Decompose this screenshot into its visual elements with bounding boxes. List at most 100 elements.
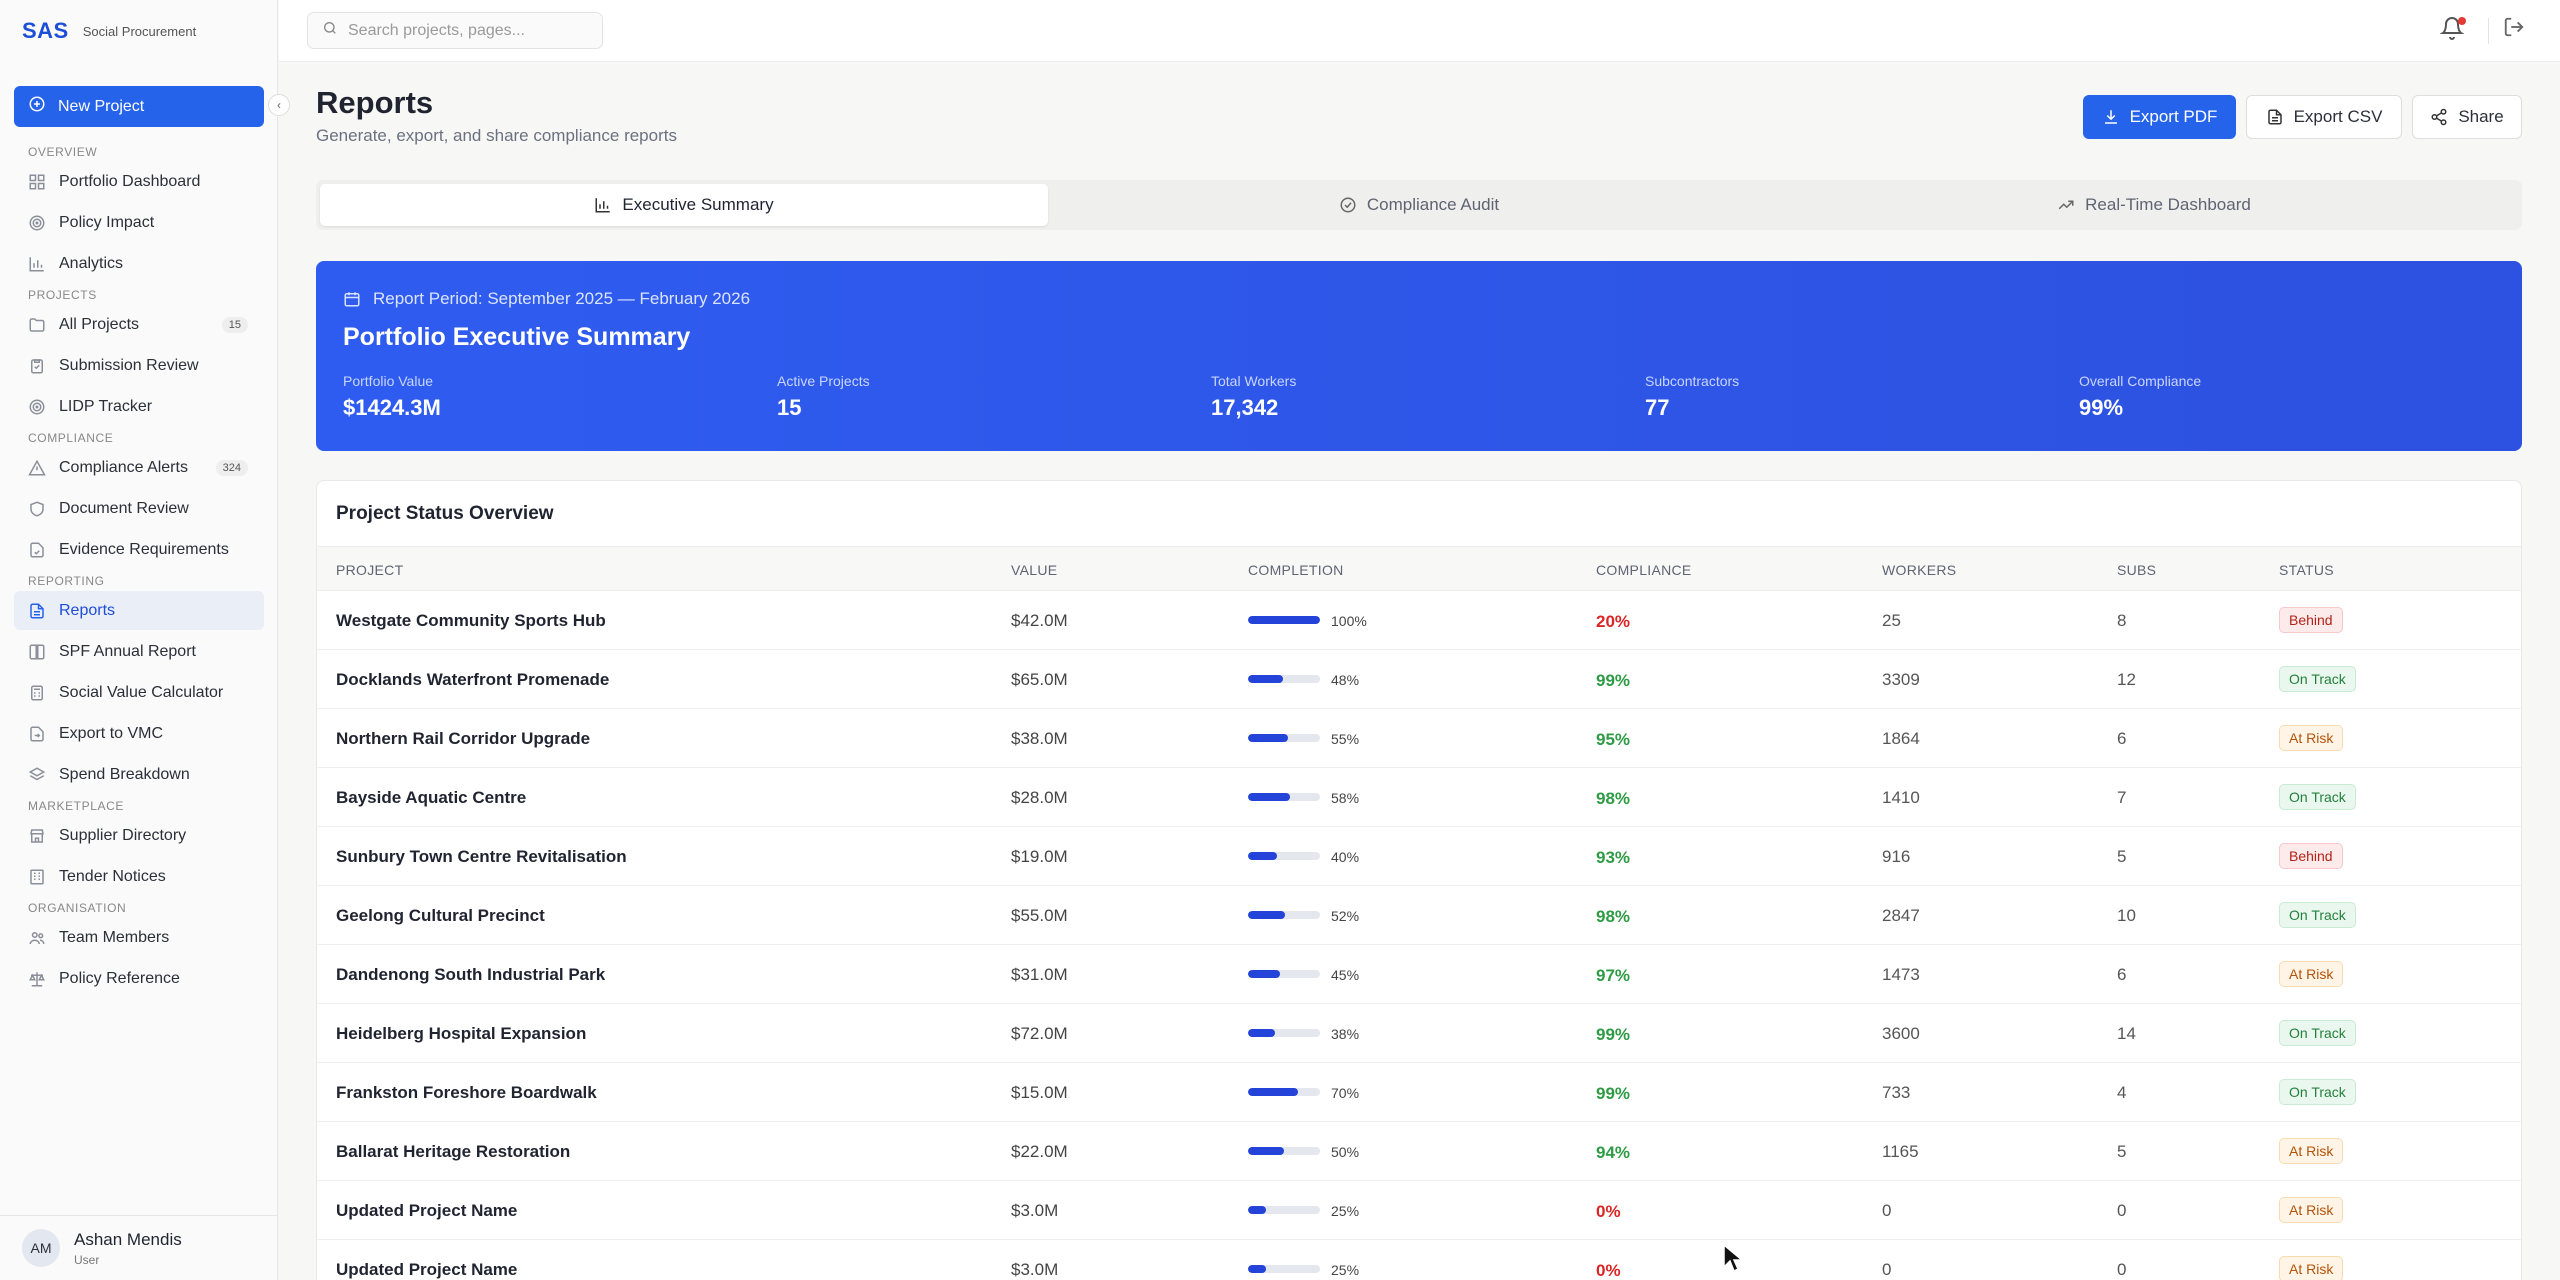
nav-section-title: OVERVIEW: [28, 145, 98, 159]
sidebar-item-label: LIDP Tracker: [59, 397, 153, 415]
sidebar-item-label: Submission Review: [59, 356, 199, 374]
search-input[interactable]: [348, 21, 588, 40]
completion-percent: 38%: [1331, 1026, 1360, 1042]
brand-logo: SAS: [22, 18, 69, 43]
project-name: Sunbury Town Centre Revitalisation: [336, 847, 627, 866]
export-csv-button[interactable]: Export CSV: [2246, 95, 2402, 139]
project-value: $28.0M: [1011, 788, 1068, 807]
report-period-text: Report Period: September 2025 — February…: [373, 289, 751, 308]
trending-up-icon: [2058, 200, 2074, 210]
tab-executive-summary[interactable]: Executive Summary: [320, 184, 1048, 226]
share-button[interactable]: Share: [2412, 95, 2522, 139]
table-row[interactable]: Docklands Waterfront Promenade $65.0M 48% 9…: [317, 650, 2521, 709]
table-row[interactable]: Heidelberg Hospital Expansion $72.0M 38% 99…: [317, 1004, 2521, 1063]
report-tabs: Executive Summary Compliance Audit Real-…: [316, 180, 2522, 230]
sidebar-item-label: Reports: [59, 601, 116, 619]
count-badge: 324: [215, 459, 248, 476]
brand[interactable]: SAS Social Procurement: [22, 20, 196, 42]
completion-percent: 40%: [1331, 849, 1360, 865]
tab-label: Executive Summary: [622, 195, 774, 214]
workers-count: 0: [1882, 1201, 1892, 1220]
status-badge: At Risk: [2279, 1138, 2344, 1164]
sidebar-item-spf-annual-report[interactable]: SPF Annual Report: [14, 632, 264, 671]
tab-compliance-audit[interactable]: Compliance Audit: [1055, 184, 1783, 226]
completion-bar-fill: [1248, 675, 1283, 683]
new-project-button[interactable]: New Project: [14, 86, 264, 127]
table-row[interactable]: Northern Rail Corridor Upgrade $38.0M 55% 9…: [317, 709, 2521, 768]
column-header: WORKERS: [1882, 562, 1957, 578]
project-status-card: Project Status Overview PROJECT VALUE CO…: [316, 480, 2522, 1280]
column-header: PROJECT: [336, 562, 404, 578]
logout-button[interactable]: [2503, 16, 2531, 44]
sidebar-item-policy-impact[interactable]: Policy Impact: [14, 203, 264, 242]
sidebar-item-label: Analytics: [59, 254, 124, 272]
completion-bar-fill: [1248, 1206, 1266, 1214]
completion-percent: 58%: [1331, 790, 1360, 806]
table-row[interactable]: Geelong Cultural Precinct $55.0M 52% 98% 284…: [317, 886, 2521, 945]
export-pdf-button[interactable]: Export PDF: [2083, 95, 2236, 139]
column-header: COMPLETION: [1248, 562, 1344, 578]
banner-title: Portfolio Executive Summary: [343, 323, 691, 351]
table-row[interactable]: Frankston Foreshore Boardwalk $15.0M 70% 99…: [317, 1063, 2521, 1122]
notifications-button[interactable]: [2439, 16, 2468, 44]
sidebar-item-all-projects[interactable]: All Projects 15: [14, 305, 264, 344]
sidebar-item-spend-breakdown[interactable]: Spend Breakdown: [14, 755, 264, 794]
compliance-value: 93%: [1596, 848, 1631, 867]
table-row[interactable]: Westgate Community Sports Hub $42.0M 100% 2…: [317, 591, 2521, 650]
compliance-value: 98%: [1596, 789, 1631, 808]
sidebar-item-team-members[interactable]: Team Members: [14, 918, 264, 957]
sidebar-item-supplier-directory[interactable]: Supplier Directory: [14, 816, 264, 855]
sidebar-item-document-review[interactable]: Document Review: [14, 489, 264, 528]
file-export-icon: [27, 724, 47, 744]
sidebar-item-label: Policy Reference: [59, 969, 180, 987]
stat-label: Subcontractors: [1645, 373, 1740, 389]
sidebar-item-submission-review[interactable]: Submission Review: [14, 346, 264, 385]
sidebar-item-lidp-tracker[interactable]: LIDP Tracker: [14, 387, 264, 426]
table-row[interactable]: Ballarat Heritage Restoration $22.0M 50% 94…: [317, 1122, 2521, 1181]
sidebar-item-evidence-requirements[interactable]: Evidence Requirements: [14, 530, 264, 569]
completion-percent: 100%: [1331, 613, 1367, 629]
subs-count: 10: [2117, 906, 2136, 925]
completion-percent: 25%: [1331, 1203, 1360, 1219]
project-name: Ballarat Heritage Restoration: [336, 1142, 571, 1161]
sidebar-item-reports[interactable]: Reports: [14, 591, 264, 630]
folder-icon: [27, 315, 47, 335]
sidebar-item-policy-reference[interactable]: Policy Reference: [14, 959, 264, 998]
report-period: Report Period: September 2025 — February…: [343, 289, 750, 309]
sidebar-item-export-to-vmc[interactable]: Export to VMC: [14, 714, 264, 753]
sidebar-item-label: Export to VMC: [59, 724, 164, 742]
tab-label: Compliance Audit: [1366, 195, 1500, 214]
tab-real-time-dashboard[interactable]: Real-Time Dashboard: [1790, 184, 2518, 226]
subs-count: 6: [2117, 965, 2127, 984]
table-row[interactable]: Bayside Aquatic Centre $28.0M 58% 98% 1410 7 O…: [317, 768, 2521, 827]
search-box[interactable]: [307, 12, 603, 49]
table-row[interactable]: Updated Project Name $3.0M 25% 0% 0 0 At Risk: [317, 1181, 2521, 1240]
sidebar-item-label: Team Members: [59, 928, 170, 946]
project-value: $22.0M: [1011, 1142, 1068, 1161]
sidebar-item-compliance-alerts[interactable]: Compliance Alerts 324: [14, 448, 264, 487]
sidebar-item-social-value-calculator[interactable]: Social Value Calculator: [14, 673, 264, 712]
collapse-sidebar-button[interactable]: ‹: [268, 94, 290, 116]
sidebar-item-portfolio-dashboard[interactable]: Portfolio Dashboard: [14, 162, 264, 201]
file-text-icon: [27, 601, 47, 621]
table-row[interactable]: Updated Project Name $3.0M 25% 0% 0 0 At Risk: [317, 1240, 2521, 1280]
workers-count: 916: [1882, 847, 1911, 866]
workers-count: 25: [1882, 611, 1901, 630]
file-text-icon: [2267, 109, 2282, 125]
table-row[interactable]: Sunbury Town Centre Revitalisation $19.0M…: [317, 827, 2521, 886]
calendar-icon: [344, 292, 360, 307]
stat-value: 15: [777, 395, 802, 420]
stat-label: Total Workers: [1211, 373, 1297, 389]
topbar-divider: [2488, 18, 2489, 44]
sidebar-item-analytics[interactable]: Analytics: [14, 244, 264, 283]
project-value: $19.0M: [1011, 847, 1068, 866]
workers-count: 2847: [1882, 906, 1920, 925]
subs-count: 0: [2117, 1201, 2127, 1220]
subs-count: 5: [2117, 847, 2127, 866]
sidebar-item-tender-notices[interactable]: Tender Notices: [14, 857, 264, 896]
completion-percent: 48%: [1331, 672, 1360, 688]
table-row[interactable]: Dandenong South Industrial Park $31.0M 45%…: [317, 945, 2521, 1004]
user-profile[interactable]: AM Ashan Mendis User: [0, 1215, 278, 1280]
chevron-left-icon: ‹: [277, 98, 281, 112]
workers-count: 3600: [1882, 1024, 1920, 1043]
